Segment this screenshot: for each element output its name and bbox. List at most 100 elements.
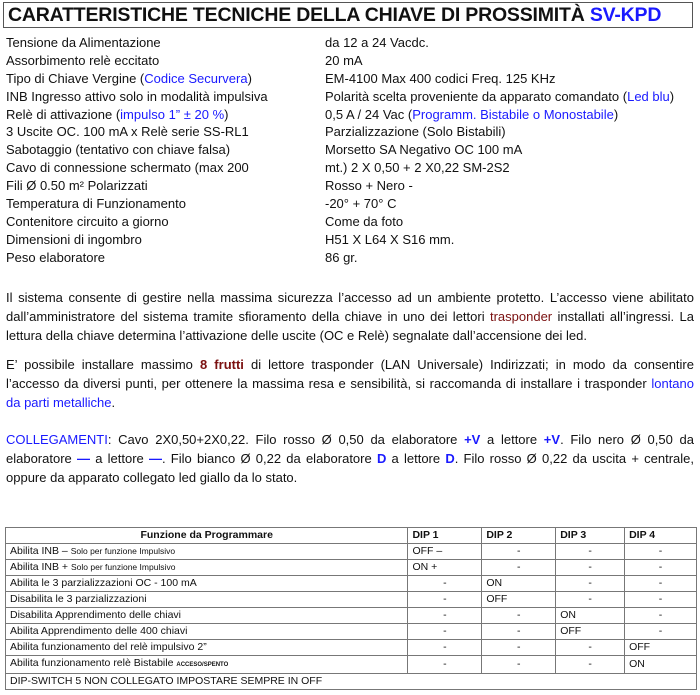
dip-2-cell: OFF	[481, 591, 557, 608]
text: Contenitore circuito a giorno	[6, 213, 169, 229]
text: mt.) 2 X 0,50 + 2 X0,22 SM-2S2	[325, 160, 510, 176]
text: installati all’ingressi. La lettura dell…	[6, 309, 694, 343]
function-cell: Disabilita le 3 parzializzazioni	[4, 591, 409, 608]
spec-value: -20° + 70° C	[325, 195, 396, 213]
spec-value: EM-4100 Max 400 codici Freq. 125 KHz	[325, 70, 556, 88]
dip-4-cell: ON	[624, 655, 697, 674]
function-cell: Abilita funzionamento del relè impulsivo…	[4, 639, 409, 656]
spec-row: Assorbimento relè eccitato 20 mA	[6, 52, 696, 70]
footer-note: DIP-SWITCH 5 NON COLLEGATO IMPOSTARE SEM…	[5, 673, 697, 690]
spec-label: Dimensioni di ingombro	[6, 232, 142, 247]
text: Peso elaboratore	[6, 249, 106, 265]
dip-4-cell: -	[624, 575, 697, 592]
text: INB Ingresso attivo solo in modalità imp…	[6, 88, 268, 104]
text: Come da foto	[325, 213, 404, 229]
table-footer-row: DIP-SWITCH 5 NON COLLEGATO IMPOSTARE SEM…	[5, 673, 697, 690]
spec-value: 86 gr.	[325, 249, 358, 267]
spec-row: Peso elaboratore 86 gr.	[6, 249, 696, 267]
dip-2-cell: -	[481, 655, 557, 674]
column-header: DIP 2	[481, 527, 557, 544]
text: Parzializzazione (Solo Bistabili)	[325, 124, 506, 140]
text: a lettore	[386, 451, 446, 466]
spec-label: Assorbimento relè eccitato	[6, 53, 159, 68]
text: Dimensioni di ingombro	[6, 231, 142, 247]
spec-row: Contenitore circuito a giorno Come da fot…	[6, 213, 696, 231]
dip-3-cell: -	[555, 655, 626, 674]
spec-value: Come da foto	[325, 213, 403, 231]
dip-1-cell: -	[407, 607, 483, 624]
highlight: D	[445, 451, 455, 466]
function-cell: Abilita INB + Solo per funzione Impulsiv…	[4, 559, 409, 576]
dip-3-cell: -	[555, 591, 626, 608]
column-header: DIP 4	[624, 527, 697, 544]
paragraph-collegamenti: COLLEGAMENTI: Cavo 2X0,50+2X0,22. Filo r…	[6, 430, 694, 487]
text: da 12 a 24 Vacdc.	[325, 35, 429, 50]
dip-1-cell: OFF –	[407, 543, 483, 560]
title-text: CARATTERISTICHE TECNICHE DELLA CHIAVE DI…	[8, 4, 585, 26]
text: Abilita le 3 parzializzazioni OC - 100 m…	[10, 577, 197, 589]
text: )	[613, 106, 619, 122]
dip-4-cell: -	[624, 543, 697, 560]
spec-label: Tipo di Chiave Vergine (Codice Securvera…	[6, 71, 252, 86]
text: -20° + 70° C	[325, 196, 397, 212]
table-row: Abilita INB – Solo per funzione Impulsiv…	[4, 543, 697, 560]
spec-label: Peso elaboratore	[6, 250, 105, 265]
dip-4-cell: -	[624, 559, 697, 576]
highlight: +V	[464, 432, 481, 447]
dip-2-cell: -	[481, 607, 557, 624]
spec-row: 3 Uscite OC. 100 mA x Relè serie SS-RL1 P…	[6, 123, 696, 141]
highlight: —	[76, 451, 90, 466]
highlight-trasponder: trasponder	[489, 309, 553, 324]
spec-label: INB Ingresso attivo solo in modalità imp…	[6, 89, 268, 104]
spec-label: 3 Uscite OC. 100 mA x Relè serie SS-RL1	[6, 124, 249, 139]
spec-list: Tensione da Alimentazione da 12 a 24 Vacd…	[6, 34, 696, 267]
spec-row: INB Ingresso attivo solo in modalità imp…	[6, 88, 696, 106]
dip-2-cell: -	[481, 639, 557, 656]
dip-4-cell: OFF	[624, 639, 697, 656]
text: : Cavo 2X0,50+2X0,22. Filo rosso Ø 0,50 …	[107, 432, 465, 447]
dip-3-cell: -	[555, 575, 626, 592]
spec-label: Contenitore circuito a giorno	[6, 214, 169, 229]
spec-row: Tensione da Alimentazione da 12 a 24 Vacd…	[6, 34, 696, 52]
text: 3 Uscite OC. 100 mA x Relè serie SS-RL1	[6, 124, 249, 140]
text: di lettore trasponder (LAN Universale) I…	[6, 357, 694, 391]
function-cell: Abilita Apprendimento delle 400 chiavi	[4, 623, 409, 640]
text: Abilita Apprendimento delle 400 chiavi	[10, 625, 188, 637]
text: Il sistema consente di gestire nella mas…	[6, 290, 694, 324]
dip-4-cell: -	[624, 607, 697, 624]
spec-value: H51 X L64 X S16 mm.	[325, 231, 454, 249]
dip-1-cell: -	[407, 639, 483, 656]
column-header: DIP 3	[555, 527, 626, 544]
spec-row: Temperatura di Funzionamento -20° + 70° C	[6, 195, 696, 213]
table-row: Disabilita le 3 parzializzazioni - OFF - -	[4, 591, 697, 608]
spec-label: Temperatura di Funzionamento	[6, 196, 186, 211]
highlight: D	[376, 451, 387, 466]
highlight-8-frutti: 8 frutti	[200, 357, 244, 372]
function-cell: Disabilita Apprendimento delle chiavi	[4, 607, 409, 624]
spec-value: Polarità scelta proveniente da apparato …	[325, 88, 674, 106]
spec-value: Parzializzazione (Solo Bistabili)	[325, 123, 506, 141]
table-row: Disabilita Apprendimento delle chiavi - - O…	[4, 607, 697, 624]
text: Disabilita Apprendimento delle chiavi	[10, 609, 182, 621]
dip-2-cell: -	[481, 623, 557, 640]
text: 0,5 A / 24 Vac (	[325, 106, 413, 122]
spec-value: 0,5 A / 24 Vac (Programm. Bistabile o Mo…	[325, 106, 618, 124]
text: . Filo nero Ø 0,50 da elaboratore	[6, 432, 694, 466]
paragraph-installation: E’ possibile installare massimo 8 frutti…	[6, 355, 694, 412]
text: Abilita funzionamento relè Bistabile	[10, 657, 177, 669]
text: a lettore	[89, 451, 149, 466]
table-row: Abilita le 3 parzializzazioni OC - 100 m…	[4, 575, 697, 592]
paragraph-intro: Il sistema consente di gestire nella mas…	[6, 288, 694, 345]
dip-2-cell: -	[481, 543, 557, 560]
dip-4-cell: -	[624, 623, 697, 640]
spec-value: mt.) 2 X 0,50 + 2 X0,22 SM-2S2	[325, 159, 510, 177]
text: H51 X L64 X S16 mm.	[325, 231, 455, 247]
text: .	[111, 395, 116, 410]
table-row: Abilita funzionamento del relè impulsivo…	[4, 639, 697, 656]
text: Fili Ø 0.50 m² Polarizzati	[6, 178, 148, 194]
spec-row: Cavo di connessione schermato (max 200 mt…	[6, 159, 696, 177]
column-header: Funzione da Programmare	[4, 527, 409, 544]
text: Cavo di connessione schermato (max 200	[6, 160, 249, 176]
spec-value: da 12 a 24 Vacdc.	[325, 34, 429, 52]
table-row: Abilita Apprendimento delle 400 chiavi - -…	[4, 623, 697, 640]
